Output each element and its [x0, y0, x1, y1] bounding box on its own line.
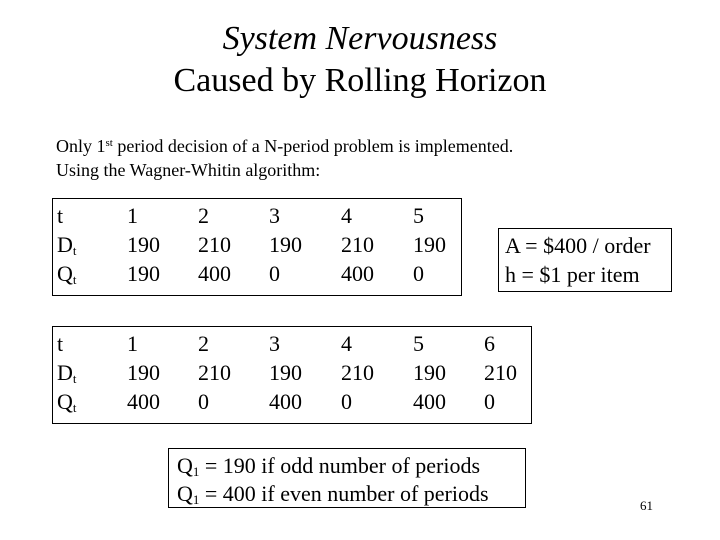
table-5-period: t Dt Qt 1 2 3 4 5 190 210 190 210 190 19…: [52, 198, 462, 296]
row-label-q-text: Q: [57, 389, 73, 414]
intro-line2: Using the Wagner-Whitin algorithm:: [56, 160, 321, 180]
conclusion-line2-sub: 1: [192, 492, 200, 507]
row-label-d: Dt: [57, 231, 77, 259]
table-cell: 0: [269, 261, 280, 286]
table-cell: 210: [341, 360, 374, 385]
table-cell: 0: [341, 389, 352, 414]
slide-title-line2: Caused by Rolling Horizon: [173, 62, 547, 99]
row-label-d-text: D: [57, 360, 73, 385]
row-label-d: Dt: [57, 359, 77, 387]
table-cell: 210: [484, 360, 517, 385]
intro-line1: Only 1st period decision of a N-period p…: [56, 134, 513, 158]
table-cell: 190: [127, 360, 160, 385]
table-cell: 3: [269, 331, 280, 356]
cost-parameters-box: A = $400 / order h = $1 per item: [498, 228, 672, 292]
table-cell: 0: [413, 261, 424, 286]
row-label-d-sub: t: [72, 371, 77, 386]
table-cell: 190: [269, 360, 302, 385]
table-cell: 190: [269, 232, 302, 257]
table-cell: 400: [198, 261, 231, 286]
row-label-t: t: [57, 203, 64, 228]
row-label-d-sub: t: [72, 243, 77, 258]
intro-line1-sup: st: [105, 137, 113, 149]
conclusion-line1-sub: 1: [192, 464, 200, 479]
conclusion-line2-var: Q: [177, 481, 193, 506]
table-cell: 400: [269, 389, 302, 414]
table-cell: 190: [127, 261, 160, 286]
table-cell: 2: [198, 203, 209, 228]
conclusion-line2-text: = 400 if even number of periods: [199, 481, 489, 506]
table-cell: 1: [127, 331, 138, 356]
table-cell: 210: [198, 232, 231, 257]
table-cell: 190: [127, 232, 160, 257]
intro-line1-prefix: Only 1: [56, 136, 106, 156]
row-label-q-sub: t: [72, 400, 77, 415]
row-label-q-sub: t: [72, 272, 77, 287]
conclusion-line2: Q1 = 400 if even number of periods: [177, 480, 525, 508]
slide-title-line1: System Nervousness: [222, 20, 498, 57]
table-cell: 2: [198, 331, 209, 356]
setup-cost-text: A = $400 / order: [505, 233, 651, 258]
intro-text: Only 1st period decision of a N-period p…: [56, 134, 513, 182]
page-number: 61: [640, 498, 653, 513]
table-cell: 400: [341, 261, 374, 286]
table-cell: 190: [413, 360, 446, 385]
conclusion-line1-var: Q: [177, 453, 193, 478]
holding-cost-text: h = $1 per item: [505, 262, 640, 287]
table-cell: 210: [341, 232, 374, 257]
table-cell: 400: [127, 389, 160, 414]
row-label-t: t: [57, 331, 64, 356]
table-cell: 0: [484, 389, 495, 414]
table-cell: 6: [484, 331, 495, 356]
table-cell: 4: [341, 331, 352, 356]
table-cell: 5: [413, 331, 424, 356]
conclusion-line1-text: = 190 if odd number of periods: [199, 453, 481, 478]
intro-line1-suffix: period decision of a N-period problem is…: [112, 136, 514, 156]
table-6-period: t Dt Qt 1 2 3 4 5 6 190 210 190 210 190 …: [52, 326, 532, 424]
table-cell: 5: [413, 203, 424, 228]
row-label-q-text: Q: [57, 261, 73, 286]
table-cell: 3: [269, 203, 280, 228]
row-label-q: Qt: [57, 388, 77, 416]
table-cell: 210: [198, 360, 231, 385]
conclusion-line1: Q1 = 190 if odd number of periods: [177, 452, 525, 480]
table-cell: 4: [341, 203, 352, 228]
row-label-d-text: D: [57, 232, 73, 257]
row-label-q: Qt: [57, 260, 77, 288]
table-cell: 0: [198, 389, 209, 414]
table-cell: 400: [413, 389, 446, 414]
table-cell: 190: [413, 232, 446, 257]
table-cell: 1: [127, 203, 138, 228]
conclusion-box: Q1 = 190 if odd number of periods Q1 = 4…: [168, 448, 526, 508]
